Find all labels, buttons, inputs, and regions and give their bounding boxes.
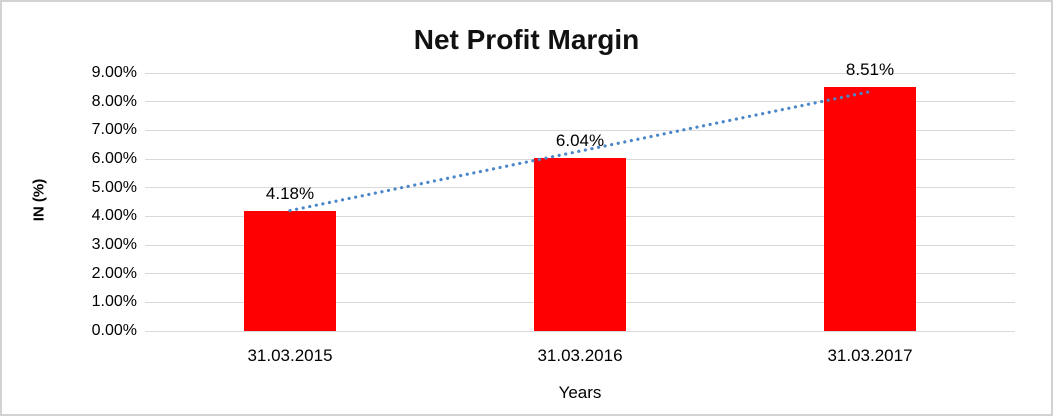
y-tick-label: 2.00% — [91, 264, 137, 282]
y-tick-label: 7.00% — [91, 121, 137, 139]
bar-value-label: 6.04% — [555, 130, 605, 150]
x-category-label: 31.03.2016 — [537, 346, 623, 365]
bar — [244, 211, 336, 331]
bar-value-label: 4.18% — [265, 184, 315, 204]
bar — [534, 157, 626, 331]
y-tick-label: 4.00% — [91, 207, 137, 225]
y-tick-label: 3.00% — [91, 236, 137, 253]
y-tick-label: 0.00% — [91, 322, 137, 339]
chart-title: Net Profit Margin — [413, 24, 640, 55]
gridline — [145, 72, 1015, 74]
y-tick-label: 1.00% — [91, 293, 137, 311]
x-axis-title: Years — [558, 383, 602, 402]
gridline — [145, 330, 1015, 332]
x-category-label: 31.03.2015 — [247, 346, 333, 365]
y-tick-label: 9.00% — [91, 64, 137, 81]
x-category-label: 31.03.2017 — [827, 346, 913, 365]
y-axis-title: IN (%) — [30, 178, 48, 222]
bar-value-label: 8.51% — [845, 60, 895, 80]
bar — [824, 87, 916, 331]
y-tick-label: 6.00% — [91, 150, 137, 167]
y-tick-label: 5.00% — [91, 178, 137, 196]
y-tick-label: 8.00% — [91, 92, 137, 110]
